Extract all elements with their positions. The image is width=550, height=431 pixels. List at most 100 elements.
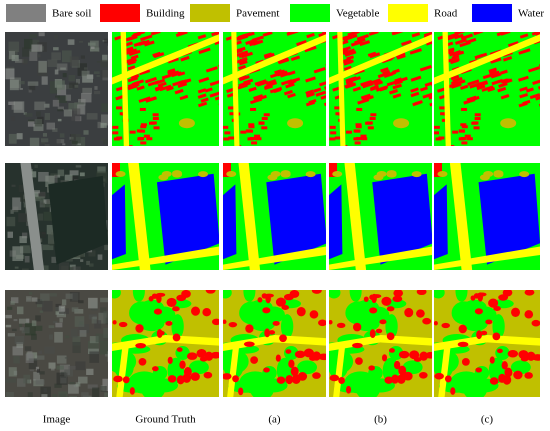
photo-texture	[56, 80, 65, 90]
photo-texture	[72, 266, 81, 270]
photo-texture	[96, 61, 101, 63]
seg-building	[360, 79, 373, 87]
photo-water	[48, 175, 108, 265]
legend-swatch	[472, 4, 512, 22]
segmentation-map	[112, 163, 219, 270]
seg-building	[461, 141, 468, 145]
photo-texture	[97, 254, 103, 260]
seg-building	[172, 333, 181, 342]
seg-vegetable	[243, 290, 256, 302]
photo-texture	[57, 84, 67, 96]
seg-building	[118, 321, 128, 328]
seg-building	[152, 366, 159, 372]
seg-pavement	[519, 171, 530, 178]
photo-texture	[6, 66, 15, 71]
seg-building	[288, 359, 295, 368]
seg-building	[373, 80, 384, 86]
photo-texture	[57, 118, 62, 122]
photo-texture	[38, 171, 49, 182]
photo-texture	[75, 382, 81, 387]
seg-building	[474, 308, 483, 315]
seg-building	[500, 78, 509, 84]
photo-texture	[34, 325, 43, 331]
photo-texture	[68, 74, 76, 82]
seg-building	[498, 373, 506, 383]
seg-building	[309, 310, 319, 319]
seg-building	[136, 85, 145, 91]
photo-texture	[94, 86, 98, 90]
photo-texture	[9, 79, 19, 91]
photo-texture	[100, 59, 108, 68]
seg-road	[344, 163, 367, 270]
photo-texture	[37, 192, 45, 197]
seg-building	[304, 45, 317, 53]
seg-building	[473, 126, 480, 130]
seg-building	[384, 376, 394, 384]
seg-building	[133, 40, 146, 47]
photo-texture	[89, 263, 94, 267]
legend-label: Water	[518, 8, 544, 20]
photo-texture	[56, 365, 64, 370]
seg-vegetable	[492, 314, 505, 339]
photo-texture	[7, 333, 15, 337]
seg-building	[429, 101, 432, 107]
seg-building	[234, 34, 246, 41]
seg-building	[419, 86, 428, 92]
seg-pavement	[287, 118, 304, 129]
seg-building	[526, 351, 536, 361]
photo-texture	[83, 67, 88, 70]
seg-building	[434, 163, 442, 177]
seg-building	[265, 79, 277, 86]
photo-texture	[69, 170, 79, 176]
seg-building	[367, 51, 377, 57]
seg-building	[127, 65, 136, 71]
seg-building	[132, 32, 146, 37]
seg-building	[460, 123, 467, 127]
photo-texture	[5, 378, 17, 383]
seg-building	[278, 58, 290, 65]
photo-texture	[8, 367, 17, 377]
segmentation-map	[434, 163, 540, 270]
seg-building	[329, 125, 336, 129]
seg-road	[112, 246, 219, 270]
seg-building	[245, 129, 252, 133]
seg-building	[356, 107, 363, 111]
photo-texture	[33, 124, 44, 132]
photo-texture	[94, 90, 101, 95]
seg-building	[371, 293, 377, 304]
photo-texture	[18, 323, 23, 327]
seg-building	[450, 74, 460, 81]
photo-texture	[101, 114, 108, 126]
photo-texture	[7, 231, 13, 238]
photo-texture	[29, 83, 36, 91]
seg-building	[232, 375, 239, 383]
photo-texture	[103, 311, 108, 324]
seg-building	[129, 387, 135, 395]
seg-building	[502, 56, 513, 62]
seg-building	[275, 354, 281, 362]
seg-building	[245, 38, 258, 45]
seg-building	[346, 76, 357, 83]
photo-texture	[107, 351, 108, 362]
seg-building	[392, 93, 402, 99]
photo-texture	[12, 346, 24, 356]
seg-building	[197, 101, 208, 108]
photo-texture	[75, 165, 82, 168]
seg-building	[518, 75, 529, 82]
seg-building	[161, 73, 172, 80]
seg-building	[116, 106, 123, 110]
seg-pavement	[437, 171, 448, 178]
seg-building	[490, 72, 502, 79]
seg-building	[369, 329, 376, 339]
seg-building	[461, 107, 468, 111]
seg-building	[116, 136, 123, 140]
photo-texture	[34, 164, 38, 168]
photo-texture	[22, 47, 30, 57]
photo-texture	[11, 55, 19, 62]
seg-building	[276, 376, 286, 384]
seg-building	[470, 295, 476, 301]
photo-texture	[68, 267, 74, 270]
seg-building	[538, 61, 540, 68]
seg-building	[448, 82, 458, 89]
seg-building	[348, 82, 357, 88]
